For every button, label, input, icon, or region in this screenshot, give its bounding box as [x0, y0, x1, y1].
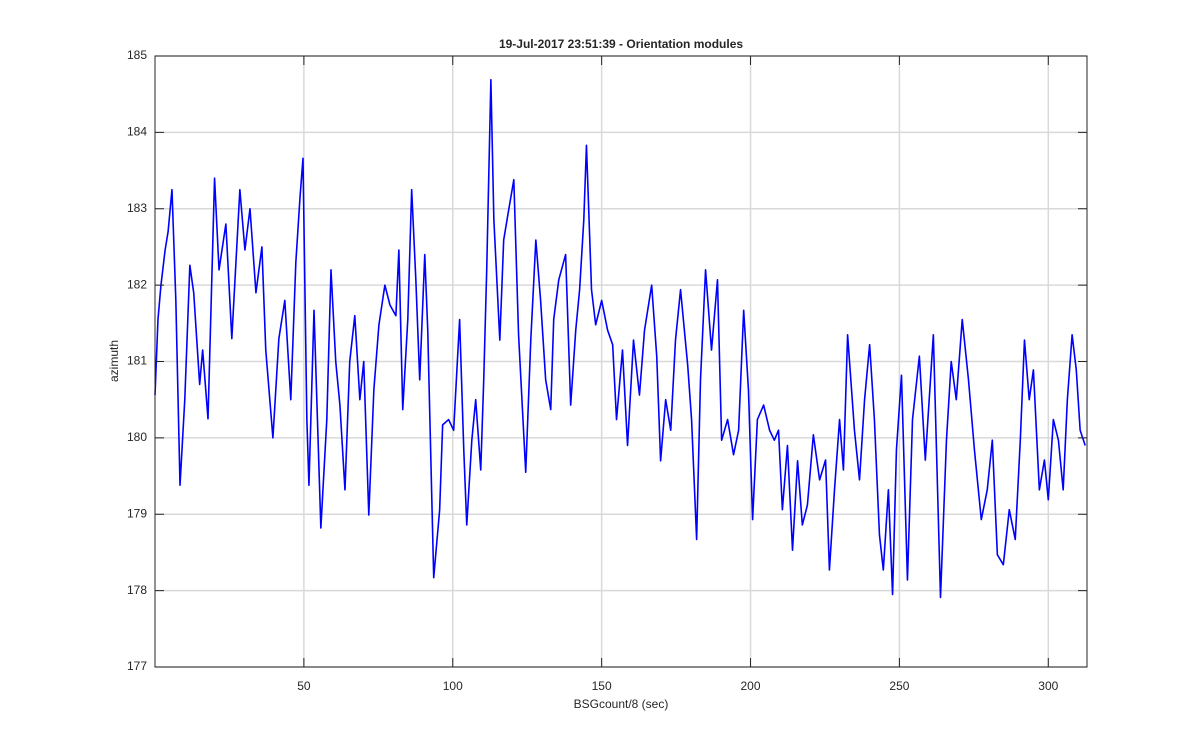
y-tick-label: 182 — [127, 277, 147, 291]
y-tick-label: 185 — [127, 48, 147, 62]
tick-layer: 50 100 150 200 250 300 177 178 179 180 181 182 183 18… — [127, 48, 1087, 693]
x-tick-label: 200 — [741, 679, 761, 693]
mark-layer — [154, 78, 1086, 599]
x-tick-label: 100 — [443, 679, 463, 693]
y-tick-label: 180 — [127, 430, 147, 444]
y-tick-label: 179 — [127, 506, 147, 520]
y-tick-label: 183 — [127, 201, 147, 215]
chart-title: 19-Jul-2017 23:51:39 - Orientation modul… — [499, 37, 743, 51]
x-axis-label: BSGcount/8 (sec) — [574, 697, 669, 711]
x-tick-label: 50 — [297, 679, 311, 693]
y-axis-label: azimuth — [107, 340, 121, 382]
y-tick-label: 181 — [127, 354, 147, 368]
data-line — [154, 78, 1086, 599]
x-tick-label: 150 — [592, 679, 612, 693]
y-tick-label: 184 — [127, 125, 147, 139]
y-tick-label: 178 — [127, 583, 147, 597]
y-tick-label: 177 — [127, 659, 147, 673]
x-tick-label: 300 — [1038, 679, 1058, 693]
x-tick-label: 250 — [889, 679, 909, 693]
